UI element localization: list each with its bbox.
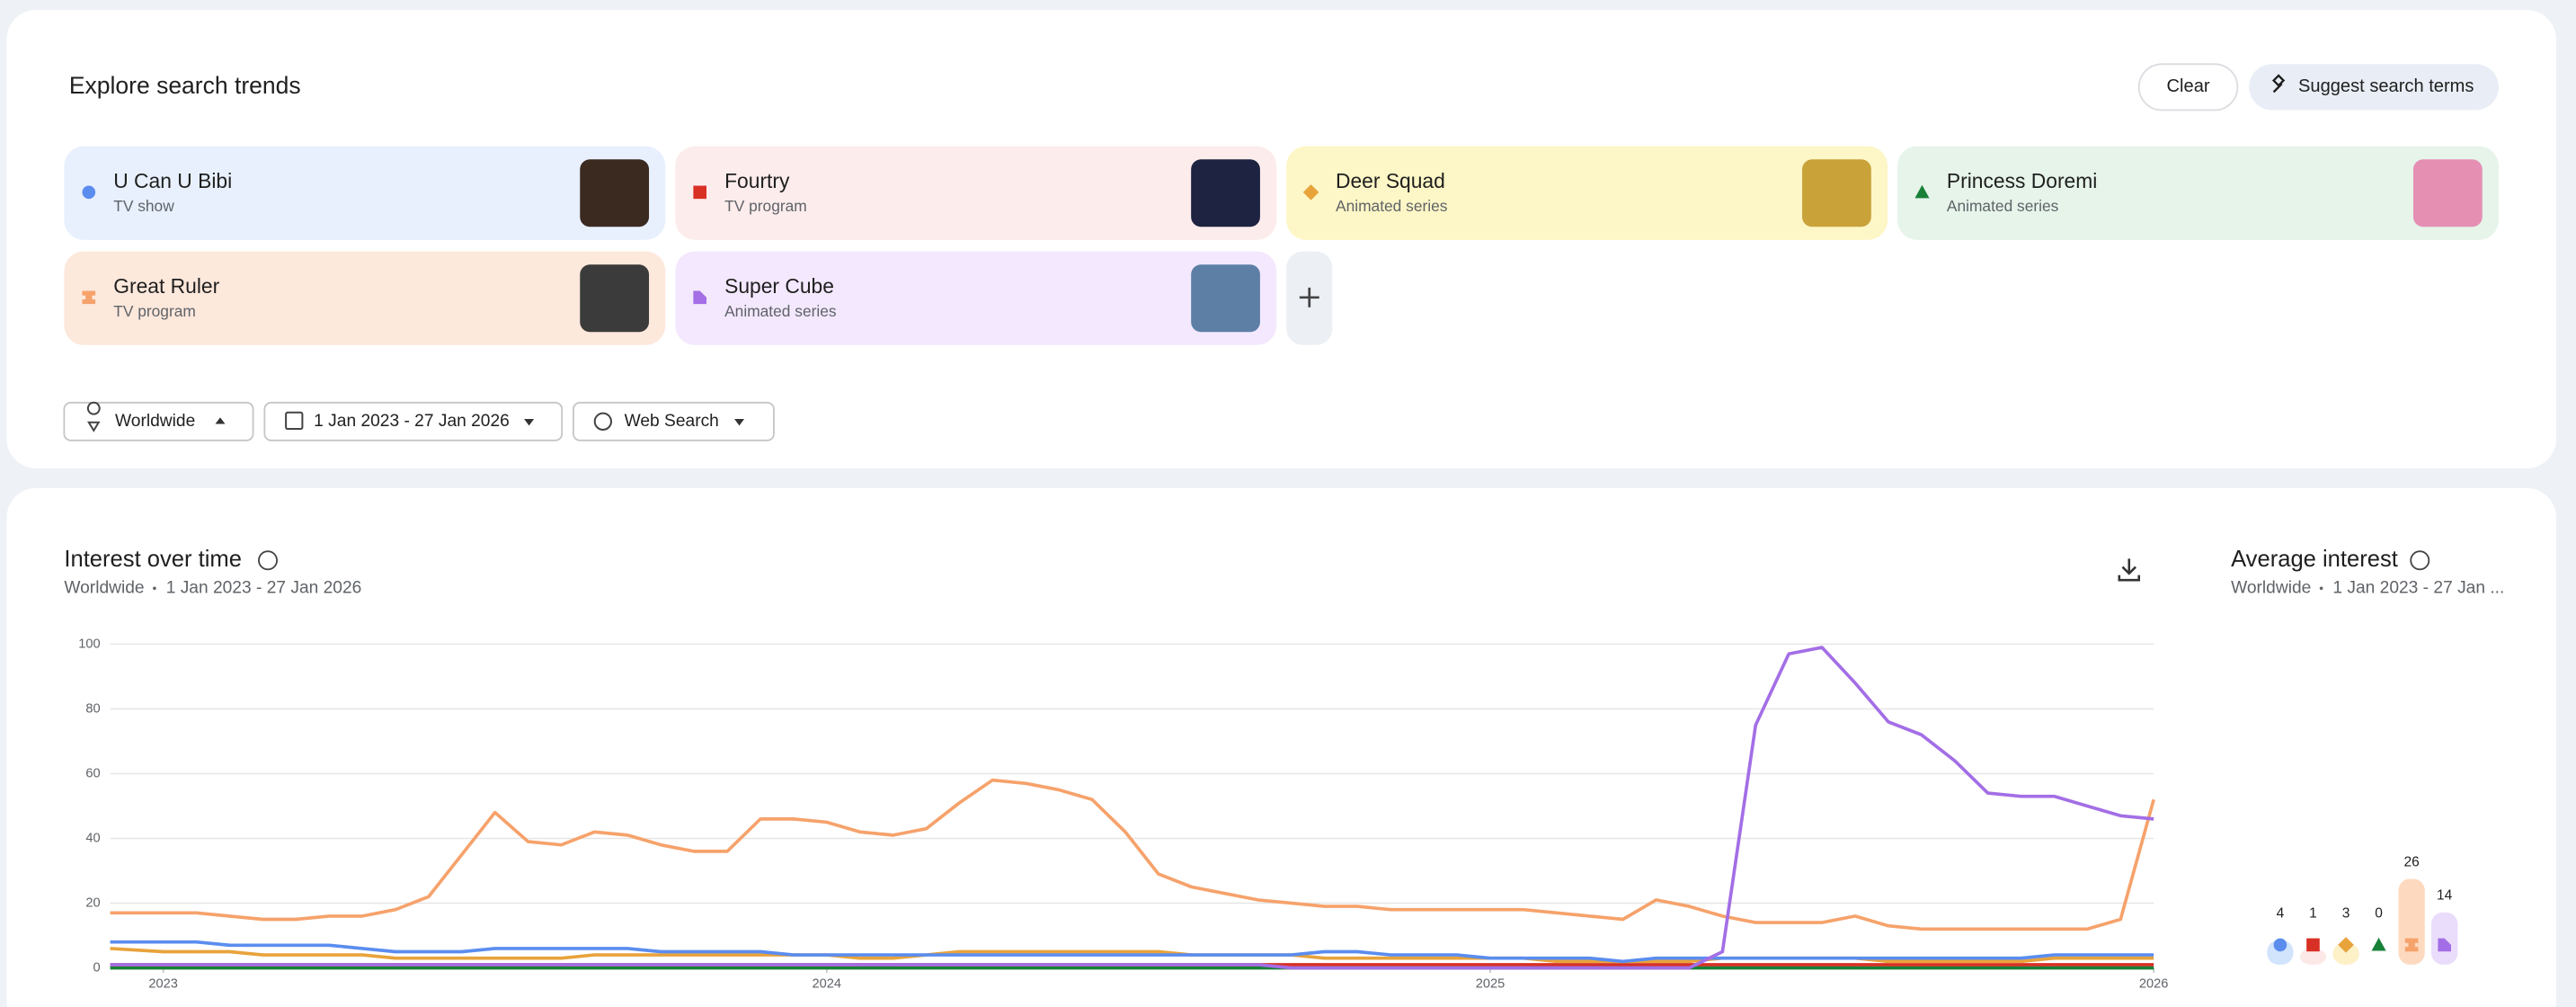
term-thumbnail	[580, 159, 650, 227]
x-tick-label: 2024	[813, 977, 842, 992]
avg-subtitle-location: Worldwide	[2231, 578, 2311, 597]
term-name: Princess Doremi	[1947, 169, 2097, 192]
avg-value-label: 1	[2309, 905, 2317, 921]
term-card[interactable]	[1286, 146, 1888, 240]
avg-value-label: 26	[2403, 854, 2419, 869]
term-type: Animated series	[724, 302, 837, 320]
term-thumbnail	[580, 264, 650, 333]
chart-subtitle-location: Worldwide	[64, 578, 144, 597]
property-label: Web Search	[625, 412, 719, 431]
avg-value-label: 3	[2342, 905, 2350, 921]
term-name: U Can U Bibi	[113, 169, 232, 192]
term-type: Animated series	[1336, 197, 1448, 215]
term-thumbnail	[1802, 159, 1871, 227]
term-card[interactable]	[675, 146, 1277, 240]
y-tick-label: 40	[85, 831, 100, 845]
date-label: 1 Jan 2023 - 27 Jan 2026	[314, 412, 510, 431]
suggest-button[interactable]	[2249, 64, 2499, 111]
avg-title: Average interest	[2231, 547, 2398, 572]
term-type: TV program	[113, 302, 196, 320]
calendar-icon	[285, 411, 304, 431]
add-icon	[1299, 287, 1319, 307]
term-card[interactable]	[64, 146, 666, 240]
term-marker	[82, 185, 96, 200]
term-name: Fourtry	[724, 169, 790, 192]
term-marker	[2438, 938, 2451, 952]
x-tick-label: 2023	[148, 977, 178, 992]
y-tick-label: 0	[93, 960, 100, 975]
separator-dot	[2319, 586, 2323, 591]
series-line	[110, 646, 2154, 970]
series-line	[110, 778, 2155, 931]
avg-bar	[2398, 878, 2425, 965]
term-type: TV show	[113, 197, 174, 215]
term-type: Animated series	[1947, 197, 2059, 215]
separator-dot	[153, 586, 156, 591]
term-marker	[1914, 184, 1930, 199]
globe-icon	[593, 412, 613, 431]
location-filter[interactable]	[63, 401, 254, 441]
term-marker	[693, 185, 707, 200]
term-type: TV program	[724, 197, 807, 215]
term-card[interactable]	[1897, 146, 2499, 240]
term-marker	[82, 290, 96, 305]
avg-bar	[2299, 949, 2327, 965]
term-card[interactable]	[675, 251, 1277, 345]
download-button[interactable]	[2118, 558, 2141, 582]
date-filter[interactable]	[263, 401, 564, 441]
dropdown-arrow	[734, 419, 745, 426]
term-thumbnail	[1191, 264, 1260, 333]
term-name: Great Ruler	[113, 274, 219, 298]
y-tick-label: 20	[85, 896, 100, 910]
avg-value-label: 14	[2437, 888, 2453, 904]
avg-bar	[2267, 940, 2294, 965]
clear-label: Clear	[2167, 76, 2210, 96]
term-marker	[2306, 938, 2320, 952]
explore-panel	[6, 9, 2556, 468]
x-tick-label: 2025	[1476, 977, 1506, 992]
suggest-label: Suggest search terms	[2298, 76, 2474, 96]
chart-subtitle-range: 1 Jan 2023 - 27 Jan 2026	[166, 578, 362, 597]
term-name: Super Cube	[724, 274, 834, 298]
info-icon[interactable]	[258, 550, 278, 571]
dropdown-arrow	[524, 419, 535, 426]
clear-button[interactable]	[2137, 63, 2239, 111]
term-card[interactable]	[64, 251, 666, 345]
chart-panel	[6, 487, 2556, 1007]
term-marker	[2371, 937, 2386, 951]
property-filter[interactable]	[573, 401, 775, 441]
suggest-icon	[2271, 74, 2286, 94]
term-marker	[1302, 184, 1319, 201]
dropdown-arrow	[215, 417, 226, 424]
x-tick-label: 2026	[2139, 977, 2169, 992]
avg-bar	[2332, 942, 2359, 965]
term-thumbnail	[1191, 159, 1260, 227]
avg-value-label: 4	[2277, 905, 2285, 921]
pin-icon	[86, 401, 101, 432]
location-label: Worldwide	[115, 412, 195, 431]
term-thumbnail	[2412, 159, 2483, 227]
y-tick-label: 60	[85, 766, 100, 780]
term-marker	[2273, 938, 2287, 952]
term-name: Deer Squad	[1336, 169, 1445, 192]
page-title: Explore search trends	[69, 72, 301, 99]
avg-value-label: 0	[2375, 905, 2383, 921]
y-tick-label: 80	[85, 701, 100, 716]
avg-subtitle-range: 1 Jan 2023 - 27 Jan ...	[2332, 578, 2504, 597]
chart-title: Interest over time	[64, 547, 242, 572]
y-tick-label: 100	[78, 637, 100, 651]
info-icon[interactable]	[2410, 550, 2430, 571]
term-marker	[2404, 938, 2419, 952]
series-line	[110, 940, 2154, 964]
